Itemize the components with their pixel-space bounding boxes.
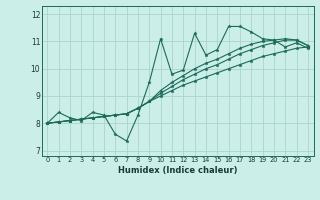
X-axis label: Humidex (Indice chaleur): Humidex (Indice chaleur) (118, 166, 237, 175)
